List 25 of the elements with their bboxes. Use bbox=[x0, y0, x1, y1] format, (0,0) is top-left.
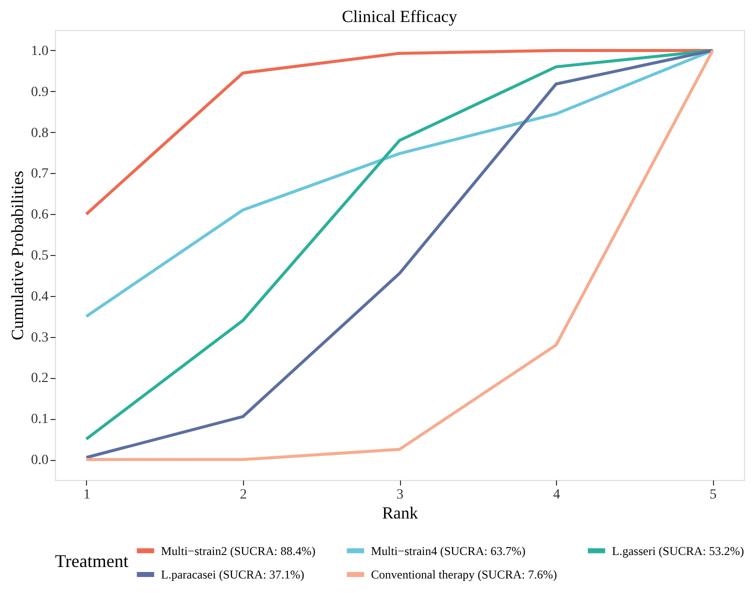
y-tick-label: 0.9 bbox=[31, 84, 48, 100]
y-tick-label: 0.0 bbox=[31, 453, 48, 468]
legend-label: Multi−strain2 (SUCRA: 88.4%) bbox=[161, 544, 316, 558]
y-tick-label: 0.3 bbox=[31, 330, 48, 346]
y-tick-label: 0.7 bbox=[31, 166, 48, 182]
y-tick-label: 0.4 bbox=[31, 289, 48, 304]
y-tick-label: 0.5 bbox=[31, 248, 48, 264]
chart-title: Clinical Efficacy bbox=[342, 7, 458, 26]
y-tick-label: 0.2 bbox=[31, 371, 48, 386]
y-tick-label: 0.6 bbox=[31, 208, 48, 223]
y-tick-label: 0.8 bbox=[31, 126, 48, 141]
x-tick-label: 4 bbox=[553, 488, 560, 502]
legend-label: L.gasseri (SUCRA: 53.2%) bbox=[612, 544, 744, 558]
x-axis-title: Rank bbox=[382, 504, 418, 522]
legend-label: L.paracasei (SUCRA: 37.1%) bbox=[161, 568, 304, 582]
legend-label: Conventional therapy (SUCRA: 7.6%) bbox=[371, 568, 557, 582]
y-tick-label: 0.1 bbox=[31, 412, 48, 428]
x-tick-label: 5 bbox=[710, 488, 717, 502]
legend-title: Treatment bbox=[55, 551, 128, 571]
legend-label: Multi−strain4 (SUCRA: 63.7%) bbox=[371, 544, 526, 558]
y-axis-title: Cumulative Probabilities bbox=[8, 170, 27, 340]
x-tick-label: 3 bbox=[396, 488, 404, 502]
x-tick-label: 1 bbox=[83, 488, 90, 502]
y-tick-label: 1.0 bbox=[31, 44, 48, 59]
x-tick-label: 2 bbox=[240, 488, 247, 502]
